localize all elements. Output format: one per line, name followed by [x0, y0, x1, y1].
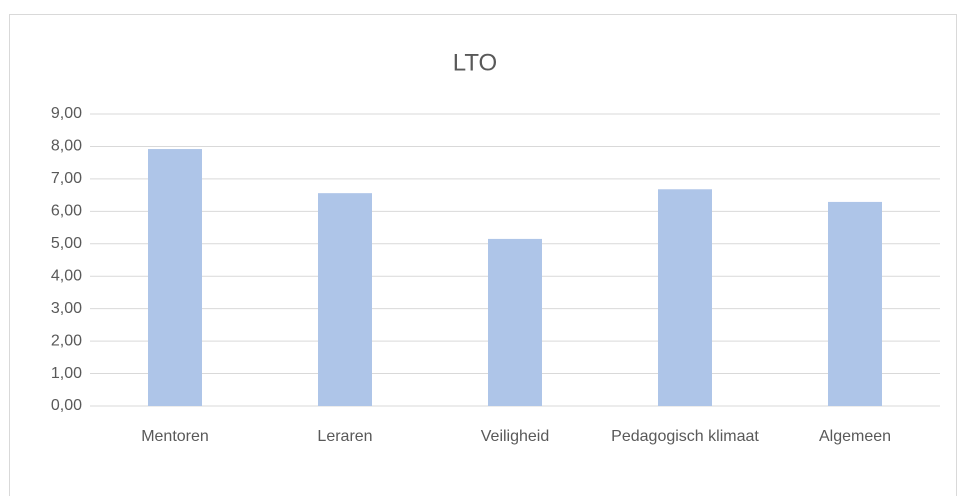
y-tick-label: 9,00 [51, 105, 82, 122]
y-tick-label: 0,00 [51, 397, 82, 414]
y-tick-label: 1,00 [51, 365, 82, 382]
bar [658, 189, 712, 406]
bar [488, 238, 542, 406]
y-tick-label: 2,00 [51, 332, 82, 349]
y-tick-label: 7,00 [51, 170, 82, 187]
x-tick-label: Pedagogisch klimaat [611, 428, 759, 445]
x-tick-label: Algemeen [818, 428, 892, 445]
bar [828, 201, 882, 406]
y-tick-label: 8,00 [51, 138, 82, 155]
bar [148, 149, 202, 407]
chart-title: LTO [453, 49, 497, 76]
y-tick-label: 3,00 [51, 300, 82, 317]
x-tick-label: Leraren [317, 428, 373, 445]
x-tick-label: Veiligheid [480, 428, 550, 445]
bar [318, 193, 372, 406]
y-tick-label: 6,00 [51, 203, 82, 220]
y-tick-label: 5,00 [51, 235, 82, 252]
y-tick-label: 4,00 [51, 267, 82, 284]
x-tick-label: Mentoren [141, 428, 209, 445]
